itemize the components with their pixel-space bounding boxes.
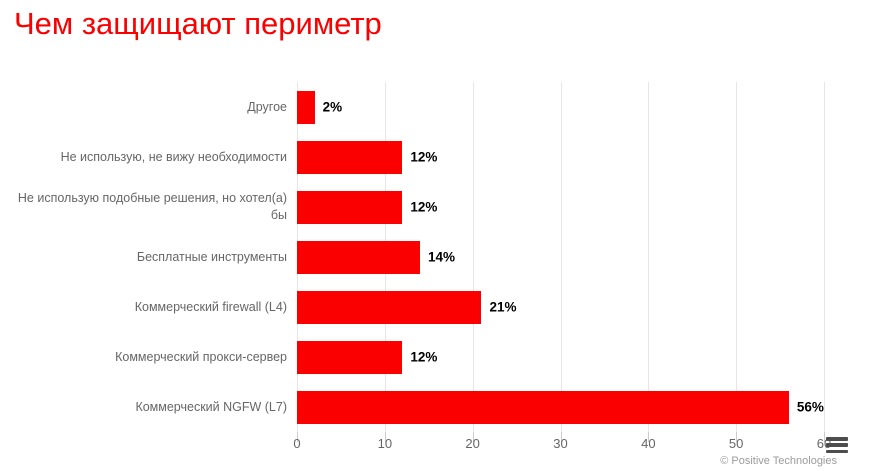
x-axis-tick [648,432,650,442]
hamburger-line [826,437,848,441]
bar-track: 56% [297,382,824,432]
bar[interactable] [297,240,420,274]
hamburger-menu-icon[interactable] [826,437,848,453]
bar-track: 21% [297,282,824,332]
credits-link[interactable]: © Positive Technologies [720,455,837,467]
bar[interactable] [297,390,789,424]
value-label: 14% [427,249,455,265]
bar[interactable] [297,140,403,174]
x-axis-tick-label: 30 [553,436,568,451]
bar[interactable] [297,190,403,224]
bar[interactable] [297,340,403,374]
bar-chart: 0 10 20 30 40 50 60 Другое 2% Не использую, не… [0,82,869,471]
x-axis-tick-label: 10 [377,436,393,451]
x-axis-tick [736,432,738,442]
gridline [736,82,738,432]
value-label: 12% [410,199,438,215]
gridline [560,82,562,432]
value-label: 2% [322,99,343,115]
x-axis-tick [384,432,386,442]
x-axis-tick-label: 0 [293,436,301,451]
bar[interactable] [297,290,482,324]
value-label: 21% [489,299,517,315]
x-axis-tick [297,432,298,442]
bar-track: 14% [297,232,824,282]
bar-track: 12% [297,182,824,232]
category-label: Бесплатные инструменты [136,249,287,264]
x-axis-tick-label: 40 [641,436,656,451]
category-label: Другое [247,99,287,114]
bar-row: Коммерческий прокси-сервер 12% [0,332,824,382]
x-axis-tick [560,432,562,442]
category-label: Не использую подобные решения, но хотел(… [17,191,287,222]
bar-row: Коммерческий NGFW (L7) 56% [0,382,824,432]
hamburger-line [826,449,848,453]
category-label: Коммерческий NGFW (L7) [135,399,287,414]
x-axis-tick-label: 50 [728,436,744,451]
bar-track: 2% [297,82,824,132]
category-label: Коммерческий прокси-сервер [115,349,287,364]
x-axis-tick [824,432,825,442]
category-label: Коммерческий firewall (L4) [134,299,287,314]
bar-row: Не использую, не вижу необходимости 12% [0,132,824,182]
x-axis-tick [472,432,474,442]
value-label: 56% [796,399,824,415]
bar[interactable] [297,90,315,124]
gridline [824,82,825,432]
gridline [648,82,650,432]
bar-row: Другое 2% [0,82,824,132]
value-label: 12% [410,349,438,365]
gridline [472,82,474,432]
chart-title: Чем защищают периметр [14,6,382,41]
hamburger-line [826,443,848,447]
bar-row: Коммерческий firewall (L4) 21% [0,282,824,332]
bar-row: Не использую подобные решения, но хотел(… [0,182,824,232]
bar-row: Бесплатные инструменты 14% [0,232,824,282]
bar-track: 12% [297,132,824,182]
x-axis-tick-label: 20 [465,436,480,451]
value-label: 12% [410,149,438,165]
bar-track: 12% [297,332,824,382]
category-label: Не использую, не вижу необходимости [60,149,287,164]
